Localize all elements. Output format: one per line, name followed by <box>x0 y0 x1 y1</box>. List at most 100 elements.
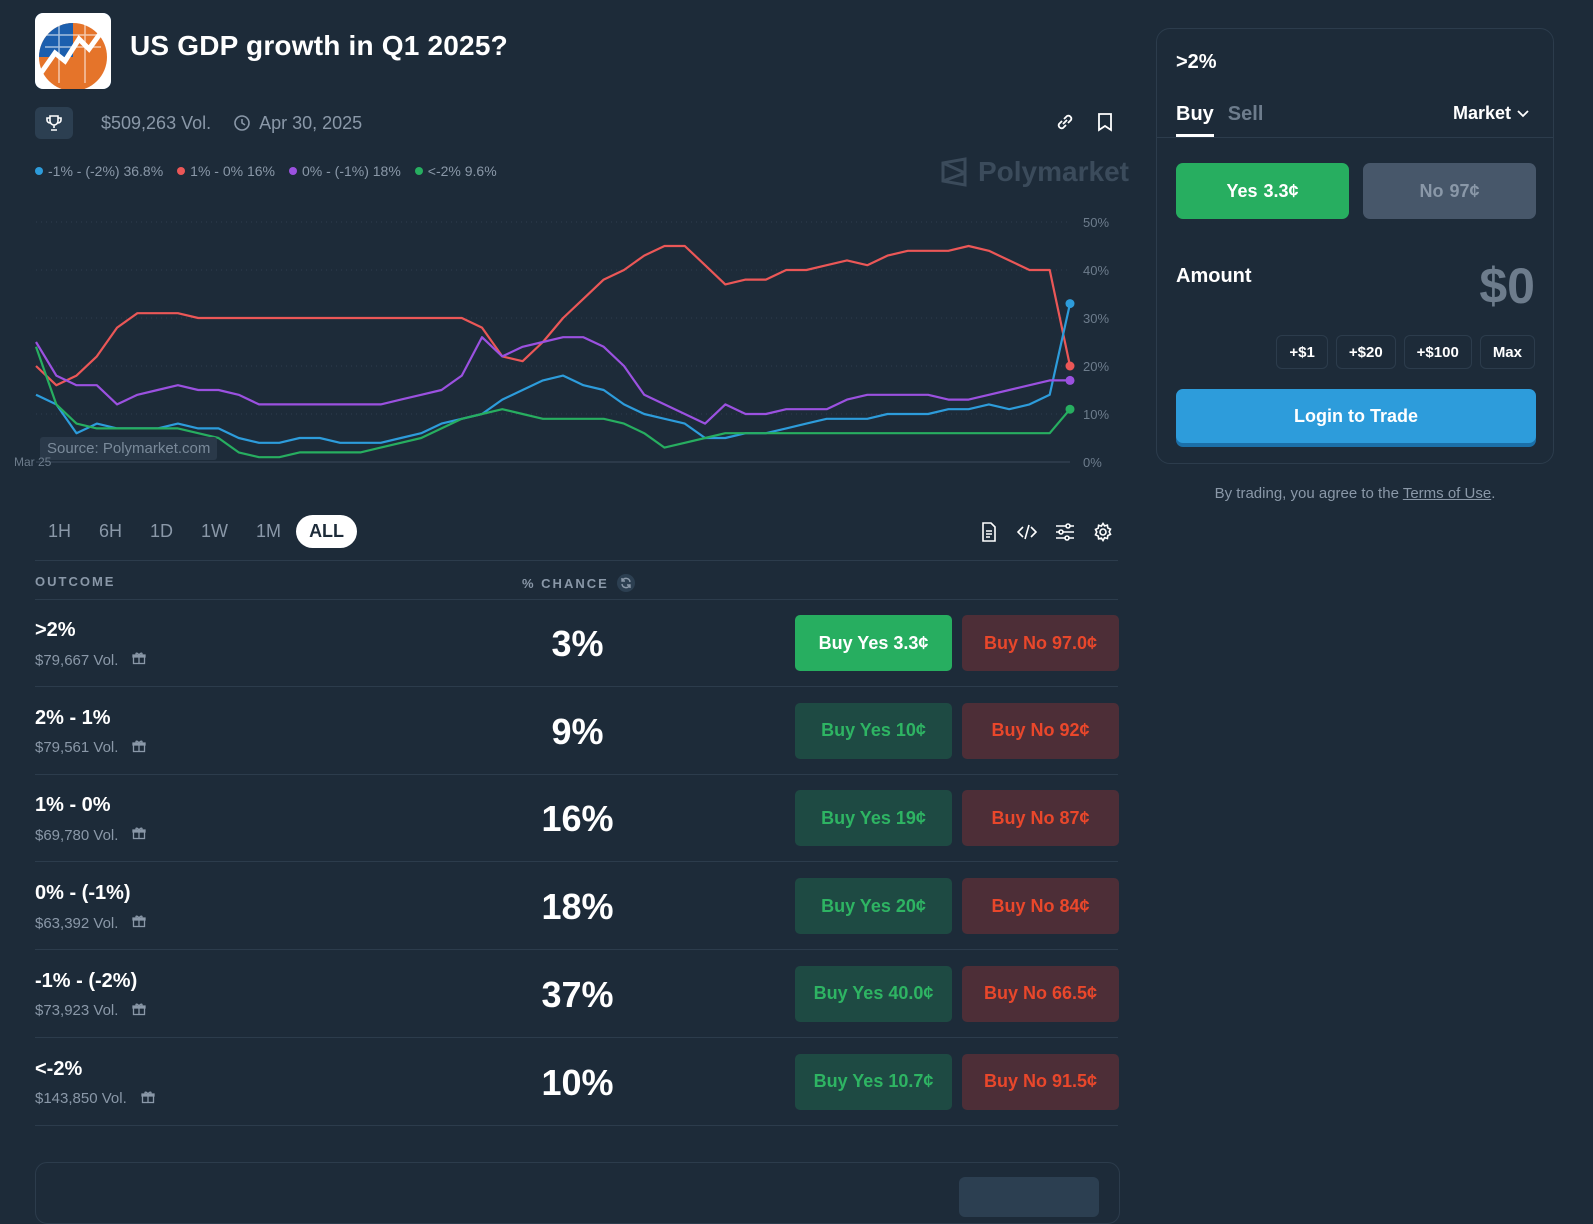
outcome-name: -1% - (-2%) <box>35 969 138 992</box>
gift-icon[interactable] <box>132 1002 147 1020</box>
outcome-row[interactable]: 0% - (-1%) $63,392 Vol. 18% Buy Yes 20¢ Buy … <box>35 862 1119 951</box>
y-tick-label: 30% <box>1083 311 1109 326</box>
tab-sell[interactable]: Sell <box>1227 103 1264 125</box>
max-button[interactable]: Max <box>1479 335 1535 369</box>
range-1m[interactable]: 1M <box>256 521 282 541</box>
gift-icon[interactable] <box>132 914 147 932</box>
buy-no-button[interactable]: Buy No 87¢ <box>962 790 1119 847</box>
selected-outcome: >2% <box>1176 51 1217 73</box>
buy-yes-button[interactable]: Buy Yes 3.3¢ <box>795 615 952 671</box>
range-1w[interactable]: 1W <box>201 521 229 541</box>
gift-icon[interactable] <box>132 739 147 757</box>
series-line <box>34 346 1071 459</box>
buy-yes-button[interactable]: Buy Yes 10.7¢ <box>795 1053 952 1110</box>
refresh-icon[interactable] <box>616 574 635 592</box>
outcome-chance: 37% <box>541 973 614 1015</box>
no-outcome-button[interactable]: No 97¢ <box>1363 163 1536 219</box>
col-chance: % CHANCE <box>522 574 635 592</box>
outcome-name: 1% - 0% <box>35 794 111 817</box>
outcome-volume: $63,392 Vol. <box>35 914 147 932</box>
terms-link[interactable]: Terms of Use <box>1402 485 1492 502</box>
range-1d[interactable]: 1D <box>150 521 174 541</box>
trophy-icon <box>46 115 62 131</box>
outcome-name: 0% - (-1%) <box>35 882 131 905</box>
market-title: US GDP growth in Q1 2025? <box>130 30 508 61</box>
trade-panel: >2% Buy Sell Market Yes 3.3¢ No 97¢ Amount… <box>1156 28 1554 464</box>
outcome-volume: $143,850 Vol. <box>35 1090 155 1108</box>
add-20-button[interactable]: +$20 <box>1335 335 1396 369</box>
outcome-name: <-2% <box>35 1057 83 1080</box>
bookmark-icon[interactable] <box>1094 110 1116 134</box>
document-icon[interactable] <box>978 520 1000 544</box>
order-type-dropdown[interactable]: Market <box>1453 103 1529 124</box>
buy-yes-button[interactable]: Buy Yes 20¢ <box>795 878 952 935</box>
series-line <box>35 303 1072 444</box>
market-volume: $509,263 Vol. <box>101 112 212 133</box>
buy-no-button[interactable]: Buy No 91.5¢ <box>962 1053 1119 1110</box>
legend-item: <-2% 9.6% <box>414 163 497 179</box>
y-tick-label: 40% <box>1083 263 1109 278</box>
buy-no-button[interactable]: Buy No 84¢ <box>962 878 1119 935</box>
outcome-row[interactable]: 2% - 1% $79,561 Vol. 9% Buy Yes 10¢ Buy No 9… <box>35 687 1119 775</box>
range-all[interactable]: ALL <box>296 515 358 548</box>
y-tick-label: 0% <box>1083 455 1102 470</box>
legend-item: 1% - 0% 16% <box>177 163 275 179</box>
code-icon[interactable] <box>1016 520 1038 544</box>
legend-item: 0% - (-1%) 18% <box>288 163 401 179</box>
outcome-name: 2% - 1% <box>35 706 111 729</box>
buy-no-button[interactable]: Buy No 92¢ <box>962 702 1119 759</box>
add-100-button[interactable]: +$100 <box>1403 335 1472 369</box>
link-icon[interactable] <box>1054 110 1076 134</box>
tab-buy[interactable]: Buy <box>1176 103 1214 137</box>
buy-no-button[interactable]: Buy No 66.5¢ <box>962 965 1119 1022</box>
series-line <box>35 336 1070 425</box>
y-tick-label: 20% <box>1083 359 1109 374</box>
outcome-row[interactable]: -1% - (-2%) $73,923 Vol. 37% Buy Yes 40.0¢ B… <box>35 950 1119 1038</box>
terms-notice: By trading, you agree to the Terms of Us… <box>1214 485 1496 502</box>
outcomes-header: OUTCOME % CHANCE <box>35 560 1118 600</box>
gift-icon[interactable] <box>141 1090 155 1108</box>
outcome-name: >2% <box>35 619 76 641</box>
series-endpoint <box>1065 404 1075 414</box>
outcome-volume: $69,780 Vol. <box>35 826 147 844</box>
y-tick-label: 50% <box>1083 215 1109 230</box>
outcome-chance: 16% <box>541 798 614 840</box>
gear-icon[interactable] <box>1092 520 1114 544</box>
chart-legend: -1% - (-2%) 36.8% 1% - 0% 16% 0% - (-1%)… <box>35 163 497 179</box>
header-actions <box>1054 110 1116 134</box>
chevron-down-icon <box>1517 109 1529 117</box>
buy-yes-button[interactable]: Buy Yes 40.0¢ <box>795 965 952 1022</box>
comments-card <box>35 1162 1120 1224</box>
buy-no-button[interactable]: Buy No 97.0¢ <box>962 615 1119 671</box>
range-6h[interactable]: 6H <box>99 521 123 541</box>
legend-item: -1% - (-2%) 36.8% <box>35 163 163 179</box>
polymarket-watermark: Polymarket <box>940 156 1129 188</box>
series-endpoint <box>1065 361 1075 371</box>
amount-input[interactable]: $0 <box>1479 258 1535 314</box>
series-endpoint <box>1065 299 1075 309</box>
col-outcome: OUTCOME <box>35 574 116 589</box>
trophy-button[interactable] <box>35 107 73 139</box>
sliders-icon[interactable] <box>1054 520 1076 544</box>
chart-tools <box>978 520 1114 544</box>
clock-icon <box>233 114 251 132</box>
buy-yes-button[interactable]: Buy Yes 10¢ <box>795 702 952 759</box>
outcome-row[interactable]: 1% - 0% $69,780 Vol. 16% Buy Yes 19¢ Buy No … <box>35 774 1119 863</box>
yes-outcome-button[interactable]: Yes 3.3¢ <box>1176 163 1349 219</box>
range-1h[interactable]: 1H <box>48 521 72 541</box>
outcome-row[interactable]: <-2% $143,850 Vol. 10% Buy Yes 10.7¢ Buy No … <box>35 1038 1119 1126</box>
outcome-chance: 3% <box>551 623 604 664</box>
add-1-button[interactable]: +$1 <box>1276 335 1328 369</box>
market-end-date: Apr 30, 2025 <box>259 112 363 133</box>
login-to-trade-button[interactable]: Login to Trade <box>1176 389 1536 443</box>
card-button[interactable] <box>959 1177 1099 1217</box>
market-meta: $509,263 Vol. Apr 30, 2025 <box>35 106 362 140</box>
outcome-chance: 9% <box>551 710 604 752</box>
gift-icon[interactable] <box>132 651 147 669</box>
polymarket-logo-icon <box>941 157 967 187</box>
outcome-volume: $73,923 Vol. <box>35 1002 147 1020</box>
outcome-row[interactable]: >2% $79,667 Vol. 3% Buy Yes 3.3¢ Buy No 97.0… <box>35 599 1119 687</box>
gift-icon[interactable] <box>132 826 147 844</box>
y-tick-label: 10% <box>1083 407 1109 422</box>
buy-yes-button[interactable]: Buy Yes 19¢ <box>795 790 952 847</box>
